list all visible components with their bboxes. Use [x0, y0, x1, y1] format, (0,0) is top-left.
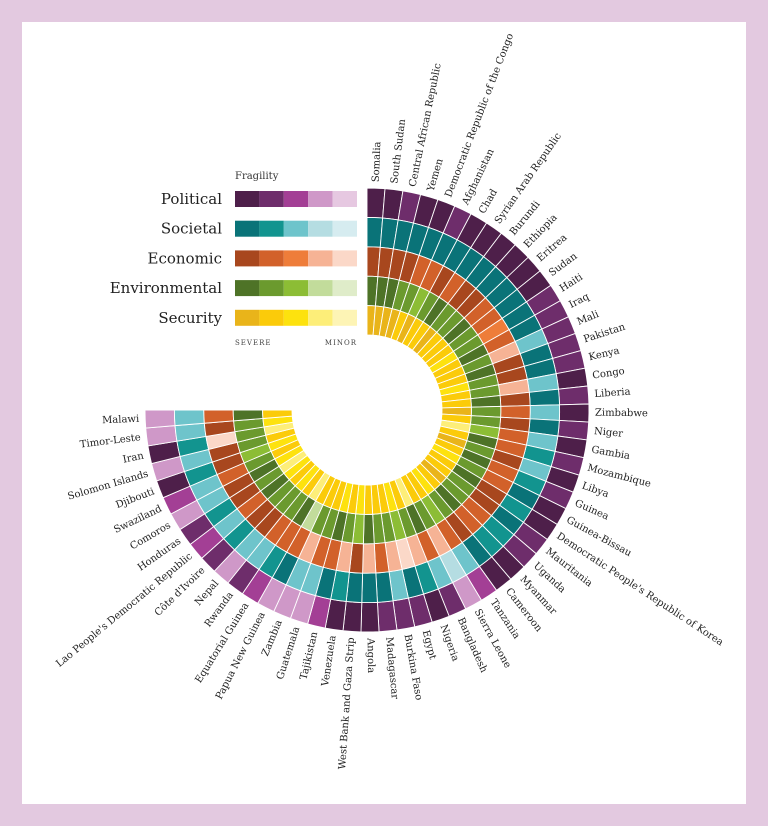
country-label: Malawi [102, 414, 140, 426]
country-label: Burkina Faso [402, 634, 425, 702]
legend-swatch-societal-4 [308, 220, 333, 237]
legend-swatch-environmental-3 [283, 280, 309, 297]
segment-political-57 [144, 409, 176, 429]
legend-swatch-environmental-1 [235, 280, 260, 297]
segment-political-0 [366, 187, 386, 219]
legend-swatch-political-5 [332, 191, 357, 207]
country-label: Gambia [591, 445, 631, 463]
segment-economic-38 [362, 543, 377, 574]
country-label: Zambia [260, 619, 285, 658]
legend-swatch-economic-2 [259, 250, 284, 267]
segment-security-57 [262, 409, 293, 419]
legend-swatch-societal-3 [283, 220, 309, 237]
legend-swatch-security-4 [308, 309, 333, 326]
country-label: Angola [365, 637, 376, 673]
country-label: Nigeria [438, 623, 461, 663]
segment-economic-19 [500, 405, 531, 420]
country-label: Liberia [594, 387, 631, 400]
segment-political-37 [376, 600, 398, 633]
legend-swatch-environmental-4 [308, 280, 333, 297]
segment-economic-57 [203, 409, 235, 424]
segment-societal-57 [173, 409, 205, 427]
segment-political-38 [360, 601, 380, 633]
country-label: Libya [580, 481, 610, 501]
country-label: Niger [593, 426, 623, 440]
country-labels: Somalia South Sudan Central African Republ… [54, 32, 725, 770]
legend-minor-label: MINOR [325, 339, 357, 347]
legend-swatch-societal-2 [259, 220, 284, 237]
segment-societal-38 [361, 572, 378, 604]
chart-panel [22, 22, 746, 804]
legend-swatch-economic-4 [308, 250, 333, 267]
legend-label-societal: Societal [161, 220, 222, 238]
segment-societal-18 [528, 388, 560, 407]
legend-title: Fragility [235, 171, 279, 182]
segment-societal-19 [529, 404, 561, 421]
country-label: Pakistan [582, 322, 627, 346]
country-label: Haiti [558, 272, 585, 295]
legend-swatch-security-1 [235, 309, 260, 326]
legend-label-security: Security [158, 309, 222, 327]
legend-swatch-environmental-5 [332, 280, 357, 297]
country-label: Congo [592, 366, 626, 382]
legend-swatch-political-1 [235, 191, 260, 207]
country-label: Tajikistan [298, 630, 320, 681]
legend-swatch-societal-1 [235, 220, 260, 237]
country-label: Kenya [588, 345, 621, 363]
country-label: Somalia [371, 141, 384, 182]
legend-swatch-security-3 [283, 309, 309, 326]
legend-swatch-environmental-2 [259, 280, 284, 297]
country-label: Egypt [420, 629, 438, 661]
legend-swatch-economic-1 [235, 250, 260, 267]
country-label: Venezuela [320, 635, 339, 688]
segment-political-18 [557, 385, 590, 406]
country-label: Democratic People's Republic of Korea [554, 531, 725, 649]
ring-segments [144, 187, 590, 633]
country-label: Madagascar [383, 636, 400, 699]
legend-swatch-political-2 [259, 191, 284, 207]
country-label: Iran [122, 450, 145, 465]
legend-label-economic: Economic [148, 249, 223, 267]
country-label: Iraq [567, 291, 591, 311]
legend-swatch-societal-5 [332, 220, 357, 237]
segment-environmental-38 [362, 513, 375, 545]
country-label: Papua New Guinea [214, 610, 268, 701]
legend-swatch-political-4 [308, 191, 333, 207]
legend-swatch-security-5 [332, 309, 357, 326]
legend-swatch-economic-5 [332, 250, 357, 267]
segment-political-19 [558, 403, 590, 423]
country-label: Lao People's Democratic Republic [54, 551, 195, 670]
legend-label-environmental: Environmental [110, 279, 222, 297]
country-label: Timor-Leste [79, 432, 141, 450]
legend-swatch-economic-3 [283, 250, 309, 267]
segment-security-38 [363, 484, 374, 515]
country-label: Mali [576, 309, 601, 328]
legend-swatch-security-2 [259, 309, 284, 326]
segment-environmental-57 [232, 409, 264, 422]
legend-label-political: Political [161, 190, 222, 208]
country-label: Zimbabwe [595, 408, 648, 420]
country-label: West Bank and Gaza Strip [337, 637, 357, 770]
country-label: Yemen [425, 157, 445, 194]
legend-swatch-political-3 [283, 191, 309, 207]
legend-severe-label: SEVERE [235, 339, 271, 347]
legend: Fragility SEVERE MINOR Political Societal… [110, 171, 357, 347]
country-label: South Sudan [389, 118, 408, 184]
country-label: Chad [477, 187, 500, 216]
